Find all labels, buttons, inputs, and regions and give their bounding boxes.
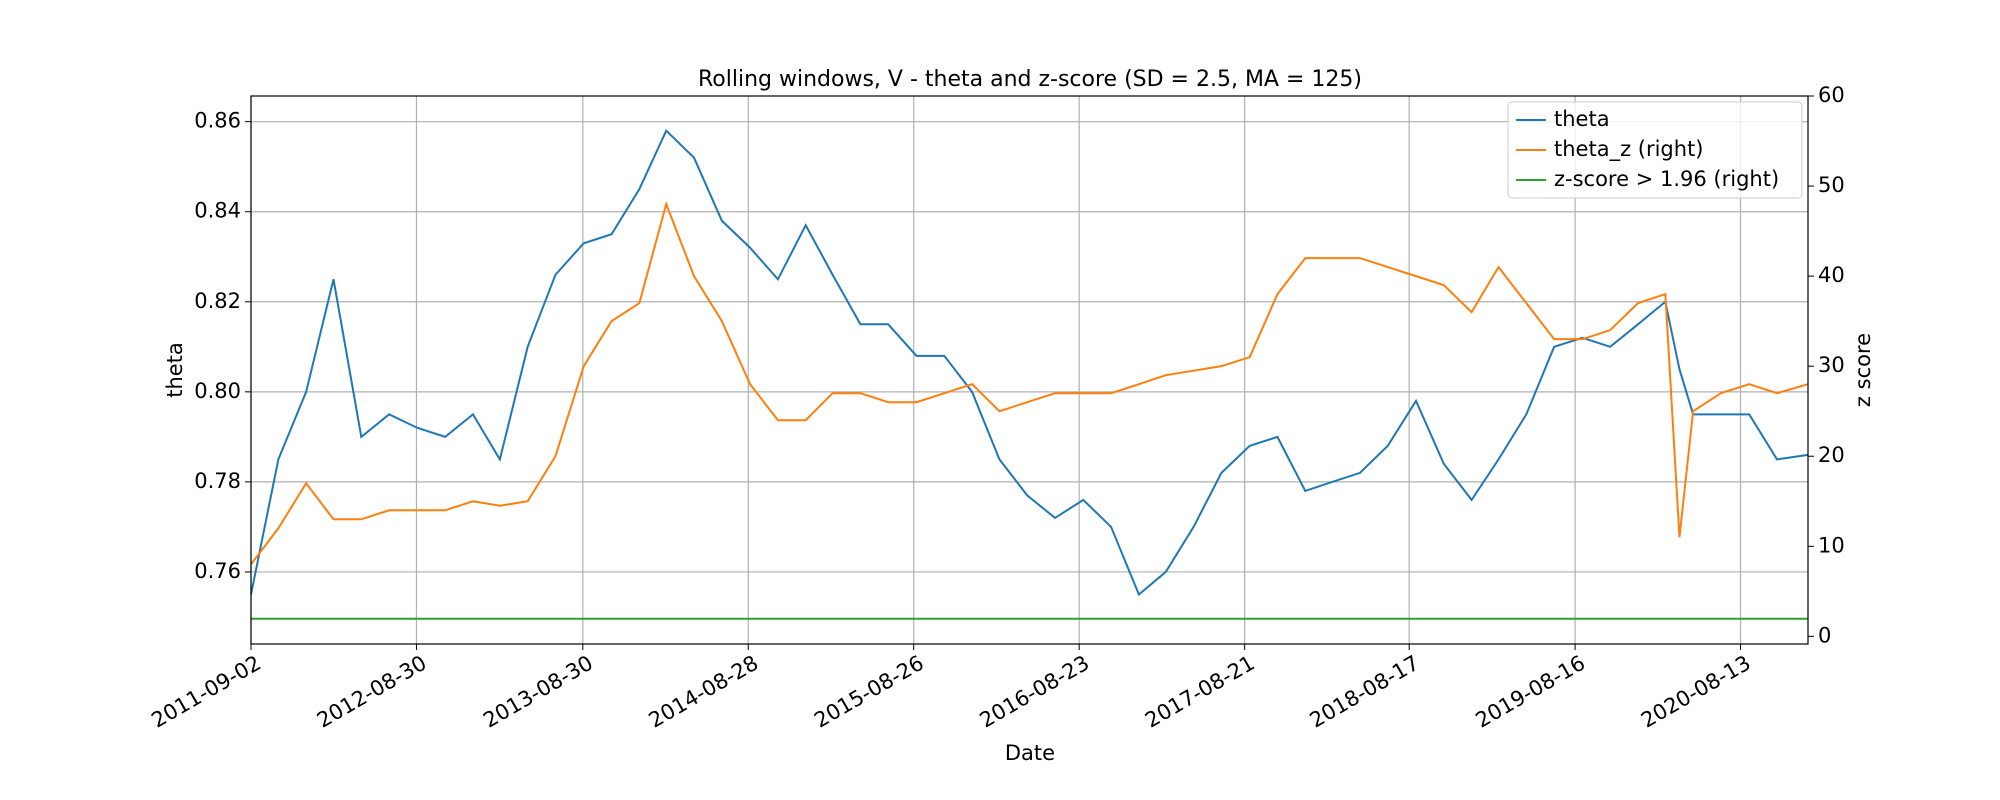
y2-axis-label: z score xyxy=(1851,333,1875,407)
y-tick-label: 0.84 xyxy=(194,199,241,223)
plot-frame xyxy=(250,95,1809,645)
x-tick-label: 2019-08-16 xyxy=(1471,651,1589,733)
x-tick-label: 2018-08-17 xyxy=(1306,651,1424,733)
x-tick-label: 2017-08-21 xyxy=(1141,651,1259,733)
chart-title: Rolling windows, V - theta and z-score (… xyxy=(698,67,1362,92)
y2-tick-label: 60 xyxy=(1818,83,1845,107)
x-tick-label: 2011-09-02 xyxy=(147,651,265,733)
x-tick-label: 2013-08-30 xyxy=(479,651,597,733)
x-tick-label: 2015-08-26 xyxy=(810,651,928,733)
y2-tick-label: 30 xyxy=(1818,353,1845,377)
legend-box xyxy=(1507,101,1803,199)
y2-tick-label: 20 xyxy=(1818,443,1845,467)
y-tick-label: 0.76 xyxy=(194,559,241,583)
y2-tick-label: 50 xyxy=(1818,173,1845,197)
x-tick-label: 2016-08-23 xyxy=(976,651,1094,733)
x-tick-label: 2020-08-13 xyxy=(1637,651,1755,733)
y-tick-label: 0.80 xyxy=(194,379,241,403)
series-line xyxy=(250,128,1809,597)
x-axis-label: Date xyxy=(1005,741,1055,765)
y-tick-label: 0.86 xyxy=(194,109,241,133)
series-line xyxy=(250,200,1809,565)
legend-label: theta xyxy=(1554,107,1610,131)
y2-tick-label: 40 xyxy=(1818,263,1845,287)
y2-tick-label: 0 xyxy=(1818,623,1831,647)
legend-label: z-score > 1.96 (right) xyxy=(1554,167,1779,191)
y-tick-label: 0.78 xyxy=(194,469,241,493)
legend-label: theta_z (right) xyxy=(1554,137,1704,162)
y-tick-label: 0.82 xyxy=(194,289,241,313)
y-axis-label: theta xyxy=(163,342,187,398)
y2-tick-label: 10 xyxy=(1818,533,1845,557)
x-tick-label: 2012-08-30 xyxy=(313,651,431,733)
x-tick-label: 2014-08-28 xyxy=(645,651,763,733)
